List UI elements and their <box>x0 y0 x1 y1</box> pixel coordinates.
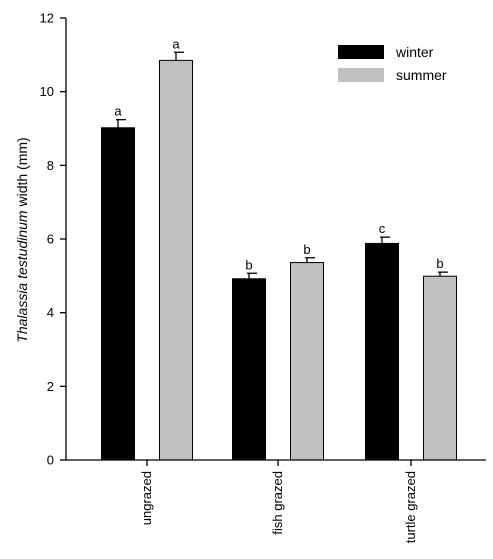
significance-letter-winter-ungrazed: a <box>114 104 122 119</box>
legend-swatch-summer <box>338 68 384 82</box>
legend: winter summer <box>338 44 447 83</box>
bar-winter-ungrazed <box>101 127 135 461</box>
y-tick-label-0: 0 <box>47 453 54 468</box>
y-tick-label-2: 2 <box>47 379 54 394</box>
significance-letter-summer-turtle-grazed: b <box>436 256 443 271</box>
y-tick-label-4: 4 <box>47 305 54 320</box>
legend-swatch-winter <box>338 45 384 59</box>
x-category-label-ungrazed: ungrazed <box>139 471 154 525</box>
x-category-label-turtle-grazed: turtle grazed <box>403 471 418 543</box>
legend-label-winter: winter <box>395 44 434 60</box>
y-axis-label: Thalassia testudinum width (mm) <box>14 137 30 342</box>
significance-letters-layer: a b c a b b <box>114 36 443 272</box>
bar-summer-fish-grazed <box>290 262 324 461</box>
bar-summer-ungrazed <box>159 59 193 461</box>
significance-letter-winter-turtle-grazed: c <box>379 221 386 236</box>
x-category-label-fish-grazed: fish grazed <box>270 471 285 535</box>
significance-letter-summer-fish-grazed: b <box>303 242 310 257</box>
bar-winter-turtle-grazed <box>365 242 399 461</box>
axes-layer: 0 2 4 6 8 10 12 ungrazed fish grazed turtle graze… <box>40 11 486 543</box>
y-axis-label-rest: width (mm) <box>14 137 30 210</box>
y-axis-label-species: Thalassia testudinum <box>14 210 30 343</box>
significance-letter-summer-ungrazed: a <box>172 36 180 51</box>
significance-letter-winter-fish-grazed: b <box>245 257 252 272</box>
bar-summer-turtle-grazed <box>423 275 457 461</box>
bar-winter-fish-grazed <box>232 278 266 461</box>
legend-label-summer: summer <box>396 67 447 83</box>
bars-layer <box>101 59 457 461</box>
y-tick-label-10: 10 <box>40 84 54 99</box>
y-tick-label-12: 12 <box>40 11 54 26</box>
y-tick-label-8: 8 <box>47 158 54 173</box>
y-tick-label-6: 6 <box>47 232 54 247</box>
error-bars-layer <box>116 51 448 279</box>
